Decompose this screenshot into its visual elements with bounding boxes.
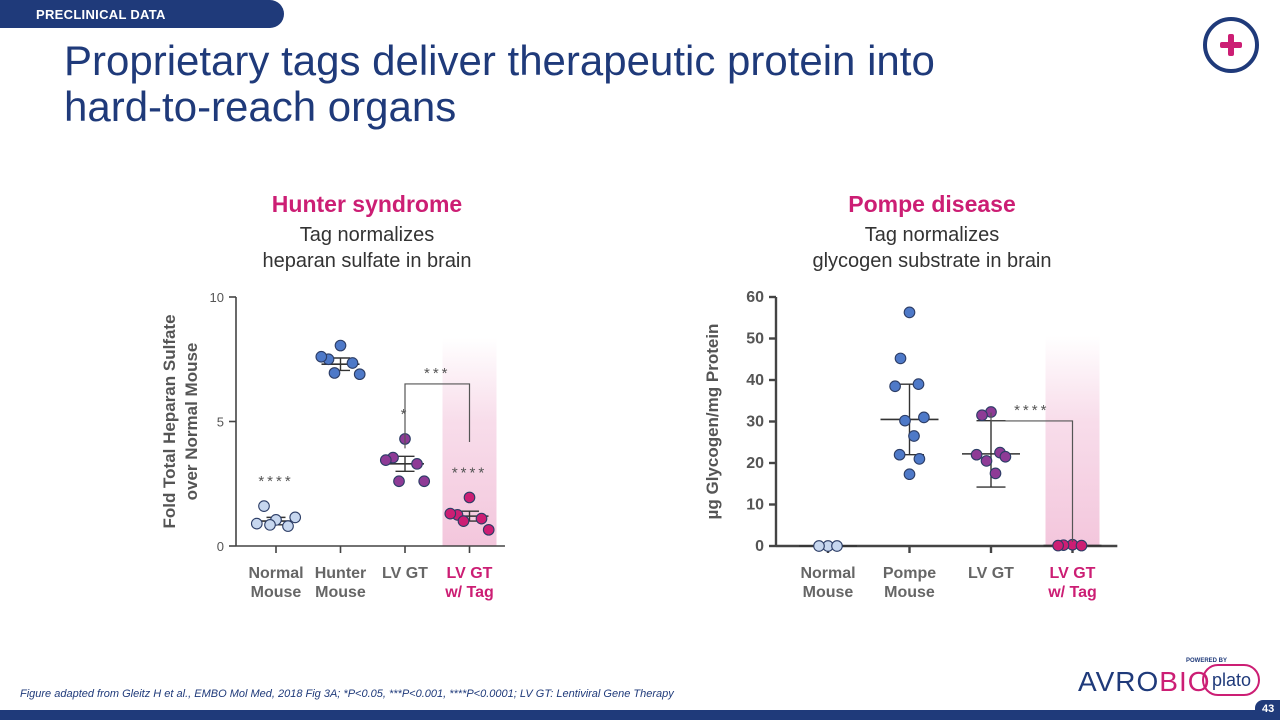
hunter-x-tick-label-2: Mouse <box>315 584 366 601</box>
pompe-chart-subtitle-2: glycogen substrate in brain <box>812 250 1052 272</box>
hunter-chart: 0 5 10 Fold Total Heparan Sulfate over Norma… <box>160 290 505 601</box>
hunter-x-tick-label: Hunter <box>315 565 367 582</box>
hunter-chart-title: Hunter syndrome <box>271 191 463 217</box>
pompe-data-point <box>913 453 926 465</box>
pompe-y-tick-label: 40 <box>746 372 764 389</box>
pompe-bracket <box>990 412 1074 542</box>
pompe-data-point <box>889 380 901 393</box>
hunter-x-tick-label: LV GT <box>382 565 428 582</box>
pompe-x-tick-label-2: w/ Tag <box>1047 584 1097 601</box>
hunter-data-point <box>346 357 359 369</box>
hunter-bracket <box>404 383 471 449</box>
hunter-data-point <box>353 368 366 381</box>
logo-powered-by: POWERED BY <box>1186 658 1228 664</box>
hunter-data-point <box>289 511 302 524</box>
pompe-x-tick-label: LV GT <box>968 565 1014 582</box>
hunter-y-tick-label: 10 <box>210 290 224 305</box>
hunter-bracket-label: *** <box>424 365 451 382</box>
hunter-data-point <box>334 339 347 352</box>
hunter-y-axis-label: Fold Total Heparan Sulfate <box>160 314 179 528</box>
hunter-data-point <box>482 523 495 536</box>
avrobio-logo: AVROBIO POWERED BY plato <box>1078 658 1268 702</box>
pompe-data-point <box>899 414 911 427</box>
plus-icon <box>1203 17 1259 73</box>
hunter-chart-subtitle-2: heparan sulfate in brain <box>262 250 472 272</box>
pompe-y-tick-label: 50 <box>746 331 764 348</box>
hunter-significance: **** <box>452 464 487 481</box>
hunter-data-point <box>463 491 476 504</box>
hunter-x-tick-label-2: w/ Tag <box>444 584 494 601</box>
pompe-x-tick-label-2: Mouse <box>803 584 854 601</box>
hunter-x-tick-label: LV GT <box>447 565 493 582</box>
pompe-data-point <box>908 430 920 442</box>
hunter-data-point <box>258 500 270 513</box>
pompe-y-tick-label: 10 <box>746 497 764 514</box>
pompe-chart-subtitle-1: Tag normalizes <box>864 224 1000 246</box>
hunter-y-tick-label: 5 <box>217 415 224 430</box>
logo-bio: BIO <box>1159 666 1211 697</box>
pompe-data-point <box>894 352 907 365</box>
hunter-significance: * <box>401 406 410 423</box>
footnote: Figure adapted from Gleitz H et al., EMB… <box>20 688 674 700</box>
plato-logo: plato <box>1202 664 1260 696</box>
hunter-data-point <box>282 520 294 532</box>
logo-avro: AVRO <box>1078 666 1160 697</box>
hunter-data-point <box>264 518 276 531</box>
hunter-data-point <box>457 515 470 527</box>
hunter-significance: **** <box>258 473 293 490</box>
section-tag-label: PRECLINICAL DATA <box>36 7 166 22</box>
pompe-data-point <box>831 540 843 552</box>
pompe-x-tick-label: Normal <box>800 565 855 582</box>
pompe-x-tick-label: Pompe <box>883 565 936 582</box>
pompe-data-point <box>970 448 983 461</box>
pompe-data-point <box>903 306 916 319</box>
hunter-data-point <box>328 367 341 379</box>
bottom-bar <box>0 710 1280 720</box>
page-number: 43 <box>1262 703 1275 715</box>
hunter-data-point <box>411 457 423 470</box>
hunter-data-point <box>393 475 405 488</box>
pompe-data-point <box>1052 539 1064 552</box>
page-title: Proprietary tags deliver therapeutic pro… <box>64 38 1064 130</box>
pompe-data-point <box>999 450 1012 463</box>
logo-plato: plato <box>1212 670 1252 690</box>
hunter-x-tick-label-2: Mouse <box>251 584 302 601</box>
hunter-x-tick-label: Normal <box>248 565 303 582</box>
hunter-chart-heading: Hunter syndrome Tag normalizes heparan s… <box>217 191 517 274</box>
pompe-data-point <box>903 468 916 481</box>
pompe-data-point <box>989 467 1002 480</box>
hunter-data-point <box>379 454 392 466</box>
pompe-data-point <box>1075 539 1088 552</box>
hunter-y-axis-label-2: over Normal Mouse <box>182 343 201 501</box>
pompe-x-tick-label-2: Mouse <box>884 584 935 601</box>
pompe-data-point <box>976 409 988 422</box>
pompe-data-point <box>813 540 825 552</box>
pompe-data-point <box>893 448 906 461</box>
page-number-tab <box>1255 700 1280 720</box>
section-tag <box>0 0 284 28</box>
pompe-chart: 0 10 20 30 40 50 60 µg Glycogen/mg Protein Norma… <box>703 289 1118 601</box>
pompe-data-point <box>918 411 930 424</box>
page-title-line-2: hard-to-reach organs <box>64 83 457 130</box>
pompe-data-point <box>912 378 925 390</box>
hunter-chart-subtitle-1: Tag normalizes <box>299 224 435 246</box>
pompe-chart-title: Pompe disease <box>848 191 1016 217</box>
hunter-data-point <box>475 512 488 525</box>
pompe-x-tick-label: LV GT <box>1050 565 1096 582</box>
pompe-y-tick-label: 20 <box>746 455 764 472</box>
hunter-data-point <box>315 350 328 363</box>
pompe-y-axis-label: µg Glycogen/mg Protein <box>703 324 722 520</box>
pompe-y-tick-label: 0 <box>755 538 764 555</box>
pompe-data-point <box>980 455 993 467</box>
pompe-bracket-label: **** <box>1014 402 1049 419</box>
pompe-chart-heading: Pompe disease Tag normalizes glycogen su… <box>782 191 1082 274</box>
page-title-line-1: Proprietary tags deliver therapeutic pro… <box>64 37 935 84</box>
pompe-y-tick-label: 30 <box>746 414 764 431</box>
hunter-data-point <box>250 517 263 530</box>
hunter-data-point <box>418 475 431 488</box>
pompe-y-tick-label: 60 <box>746 289 764 306</box>
hunter-y-tick-label: 0 <box>217 539 224 554</box>
hunter-data-point <box>444 507 457 520</box>
